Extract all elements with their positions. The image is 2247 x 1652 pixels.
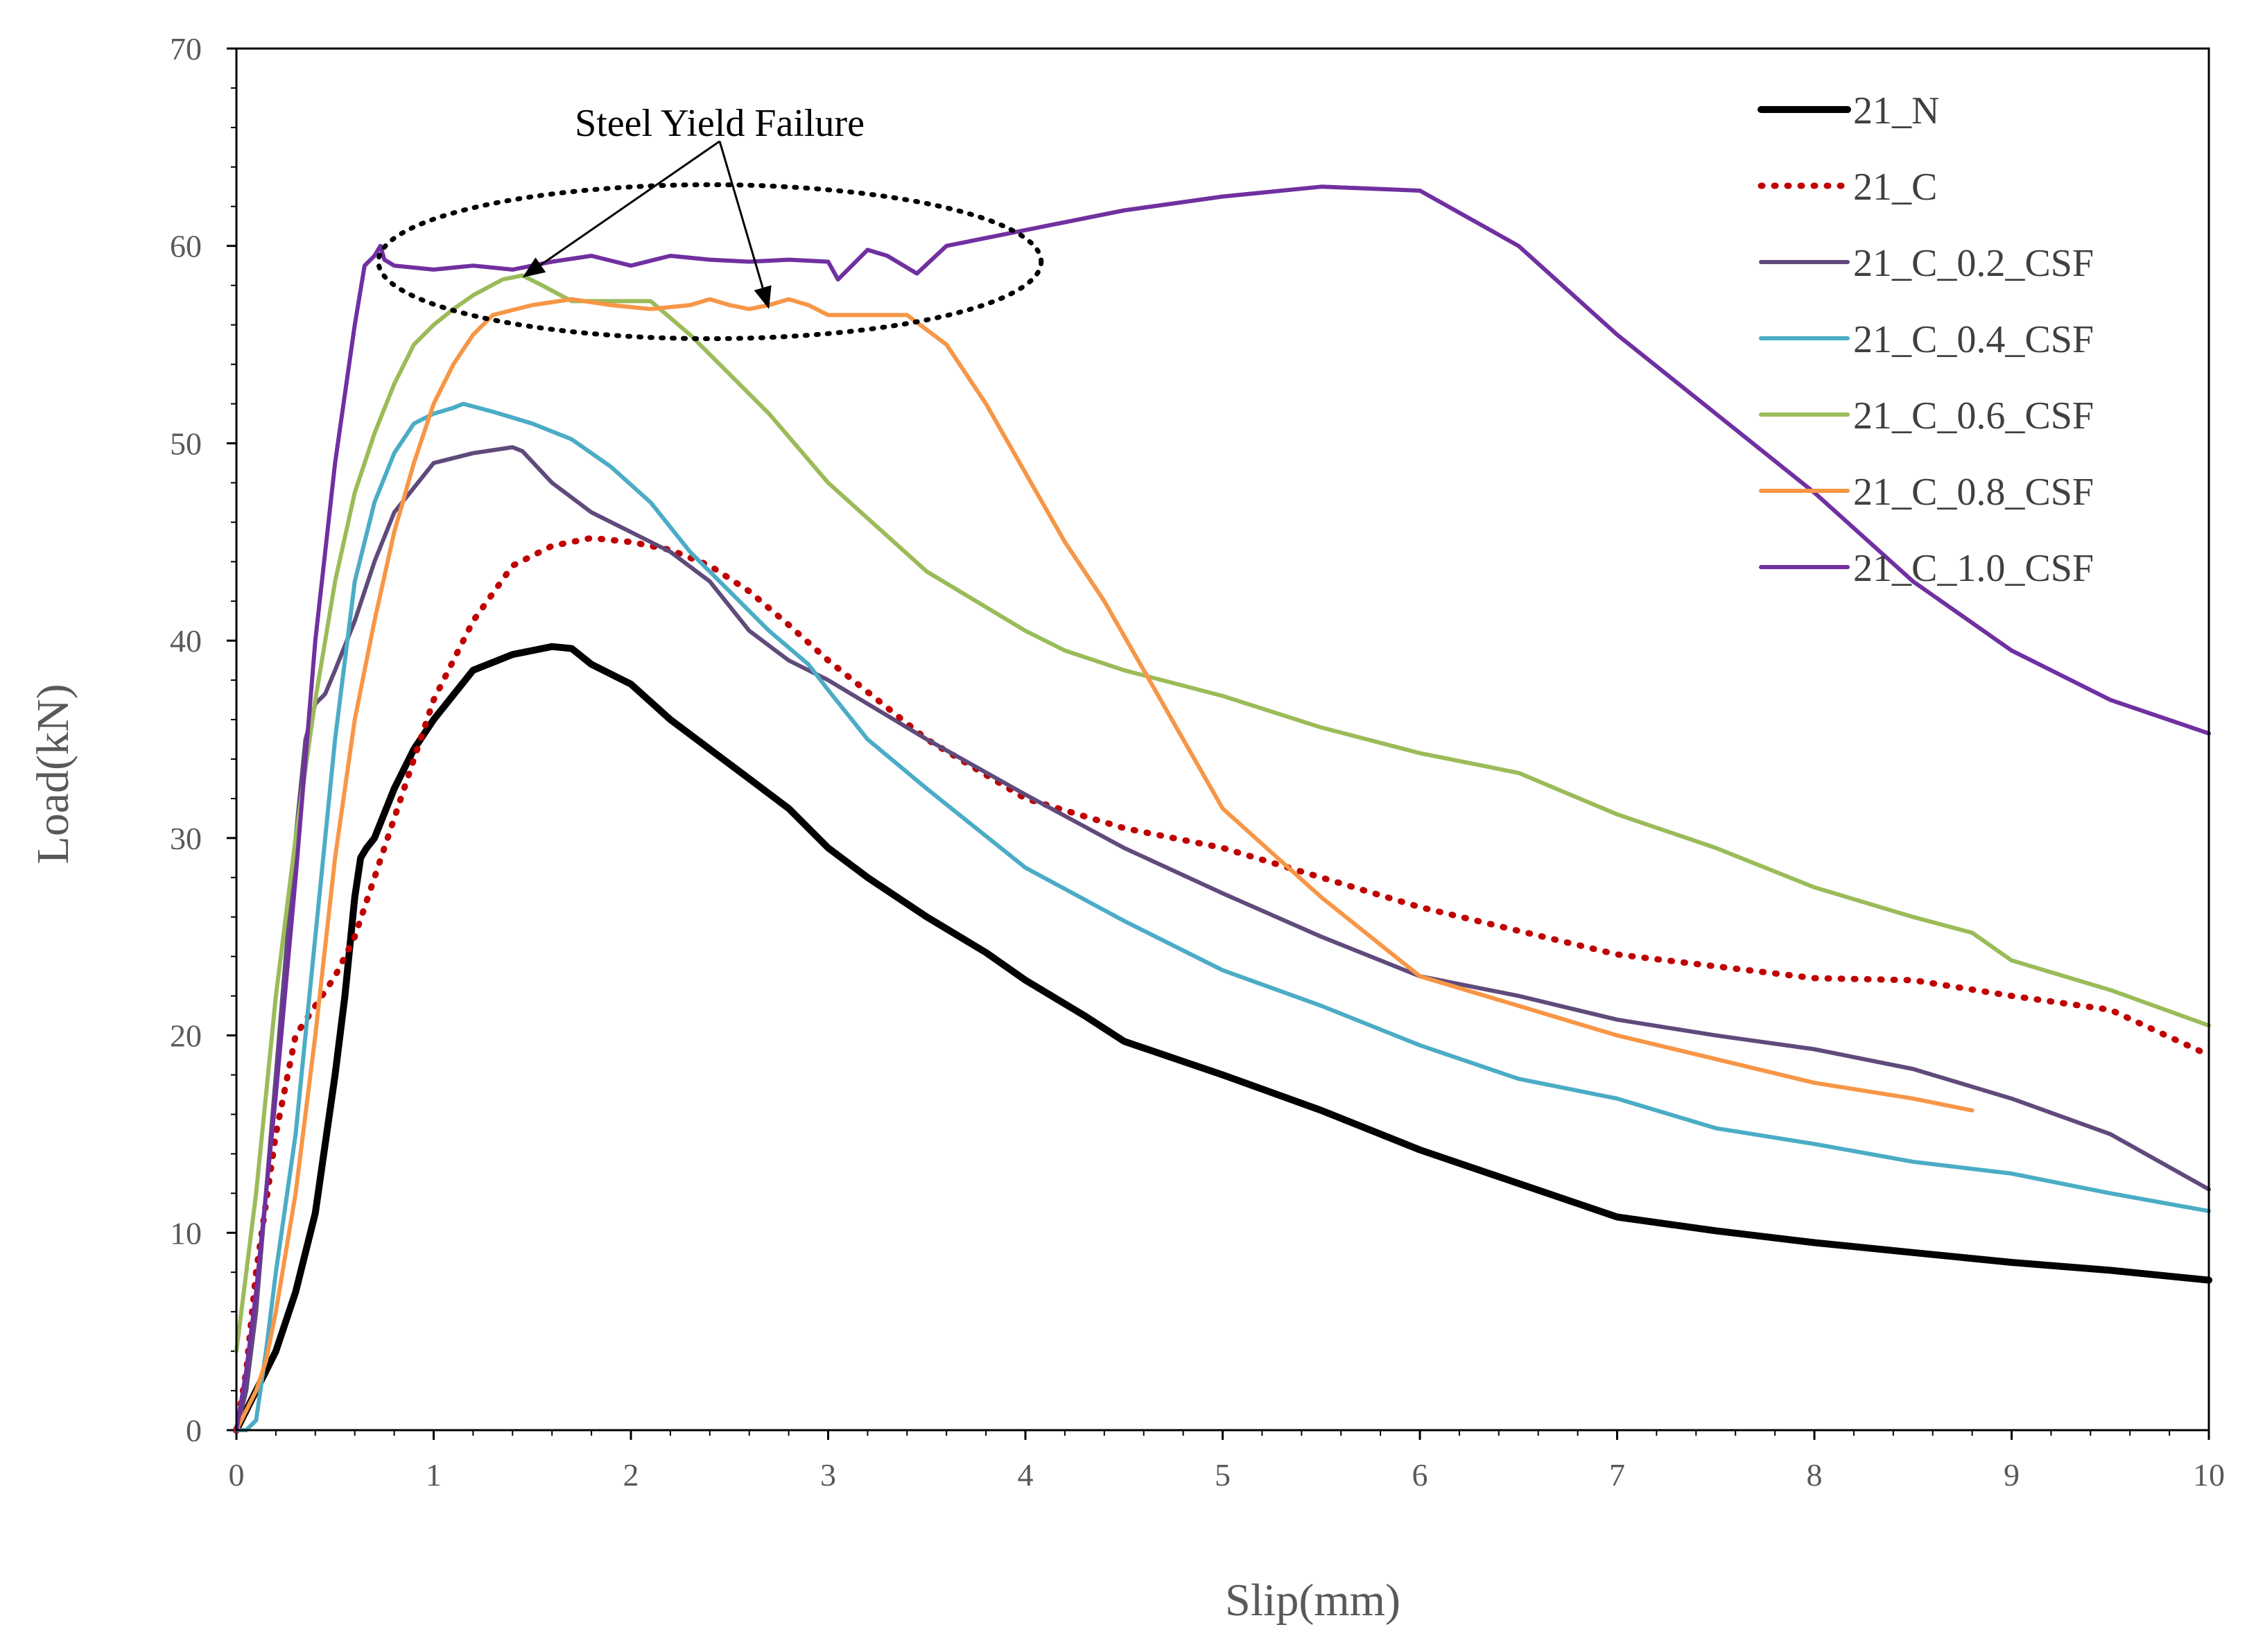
y-tick-label: 70 (170, 31, 202, 67)
annotation-layer: Steel Yield Failure (376, 102, 1044, 342)
x-tick-label: 3 (820, 1457, 836, 1493)
annotation-arrow-head (754, 285, 772, 309)
y-tick-label: 40 (170, 623, 202, 659)
series-line-21-c-1-0-csf (234, 184, 2211, 1432)
y-tick-label: 20 (170, 1018, 202, 1054)
series-line-21-n (233, 643, 2212, 1434)
x-tick-label: 8 (1807, 1457, 1823, 1493)
annotation-label: Steel Yield Failure (575, 102, 865, 145)
series-layer (233, 184, 2212, 1434)
y-tick-label: 30 (170, 821, 202, 856)
y-tick-label: 0 (186, 1413, 202, 1448)
legend-label: 21_C_1.0_CSF (1853, 547, 2094, 590)
annotation-arrow-line (540, 140, 720, 266)
annotation-arrows (522, 140, 772, 309)
legend-label: 21_C (1853, 166, 1937, 209)
x-tick-label: 9 (2004, 1457, 2020, 1493)
legend-label: 21_C_0.4_CSF (1853, 318, 2094, 361)
annotation-arrow-line (718, 141, 764, 288)
y-axis-title: Load(kN) (28, 684, 78, 864)
legend-label: 21_N (1853, 89, 1939, 132)
annotation-ellipse (376, 182, 1044, 342)
plot-area-frame (235, 47, 2210, 1432)
x-tick-label: 5 (1215, 1457, 1231, 1493)
legend-label: 21_C_0.2_CSF (1853, 242, 2094, 285)
y-tick-label: 60 (170, 229, 202, 264)
legend-label: 21_C_0.6_CSF (1853, 394, 2094, 437)
x-tick-label: 10 (2193, 1457, 2225, 1493)
x-axis-title: Slip(mm) (1225, 1575, 1400, 1626)
series-line-21-c-0-4-csf (234, 401, 2211, 1432)
series-line-21-c-0-8-csf (234, 297, 1975, 1432)
y-tick-label: 10 (170, 1215, 202, 1251)
legend-label: 21_C_0.8_CSF (1853, 471, 2094, 514)
x-tick-label: 6 (1412, 1457, 1428, 1493)
x-tick-label: 1 (426, 1457, 442, 1493)
legend: 21_N 21_C 21_C_0.2_CSF 21_C_0.4_CSF 21_C_0.6… (1758, 89, 2094, 590)
x-tick-group: 0 1 2 3 4 5 6 7 8 9 10 (229, 1430, 2225, 1493)
x-tick-label: 0 (229, 1457, 245, 1493)
x-tick-label: 2 (623, 1457, 639, 1493)
x-tick-label: 7 (1609, 1457, 1625, 1493)
y-tick-label: 50 (170, 426, 202, 461)
annotation-arrow-head (522, 257, 546, 278)
series-line-21-c-0-6-csf (234, 273, 2211, 1354)
x-tick-label: 4 (1018, 1457, 1034, 1493)
